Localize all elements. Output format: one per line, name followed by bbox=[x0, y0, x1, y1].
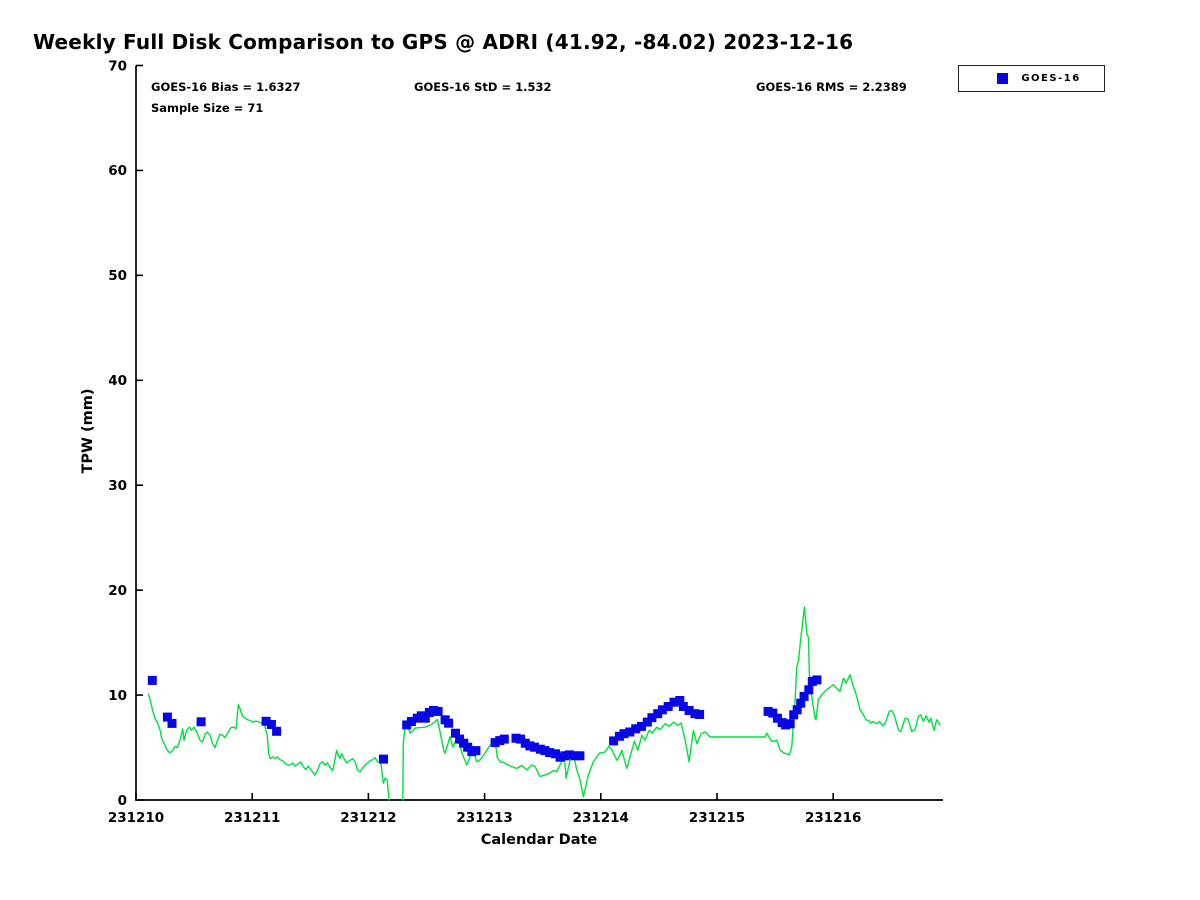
goes16-marker bbox=[669, 697, 679, 707]
goes16-marker bbox=[653, 709, 663, 719]
goes16-marker bbox=[631, 724, 641, 734]
goes16-marker bbox=[690, 709, 700, 719]
goes16-marker bbox=[520, 738, 530, 748]
gps-line-series bbox=[147, 606, 941, 801]
y-axis-label: TPW (mm) bbox=[80, 388, 96, 474]
goes16-marker bbox=[516, 734, 526, 744]
x-axis-tick-label: 231215 bbox=[689, 810, 745, 826]
goes16-marker bbox=[657, 705, 667, 715]
goes16-marker bbox=[560, 751, 570, 761]
gps-line-segment bbox=[402, 606, 941, 801]
goes16-marker bbox=[675, 696, 685, 705]
goes16-marker bbox=[789, 710, 799, 720]
goes16-marker bbox=[763, 706, 773, 716]
goes16-scatter-series bbox=[147, 675, 822, 764]
goes16-marker bbox=[804, 685, 814, 695]
goes16-marker bbox=[575, 751, 585, 761]
goes16-marker bbox=[695, 710, 705, 719]
goes16-marker bbox=[402, 720, 412, 730]
goes16-marker bbox=[551, 749, 560, 759]
stat-bias: GOES-16 Bias = 1.6327 bbox=[151, 80, 301, 94]
goes16-marker bbox=[444, 718, 454, 728]
goes16-marker bbox=[495, 736, 505, 746]
goes16-legend-marker-icon bbox=[997, 73, 1008, 84]
y-axis-tick-label: 60 bbox=[108, 163, 127, 179]
goes16-marker bbox=[609, 736, 619, 746]
goes16-marker bbox=[647, 713, 657, 723]
goes16-marker bbox=[619, 729, 629, 739]
goes16-marker bbox=[663, 702, 673, 711]
goes16-marker bbox=[429, 706, 438, 715]
goes16-marker bbox=[812, 675, 822, 685]
goes16-marker bbox=[162, 712, 172, 722]
goes16-marker bbox=[471, 746, 481, 756]
goes16-marker bbox=[799, 691, 809, 701]
goes16-marker bbox=[570, 751, 580, 761]
stat-rms: GOES-16 RMS = 2.2389 bbox=[756, 80, 907, 94]
goes16-marker bbox=[614, 731, 624, 741]
gps-line-segment bbox=[147, 693, 390, 801]
goes16-marker bbox=[379, 754, 388, 764]
x-axis-tick-label: 231212 bbox=[340, 810, 396, 826]
goes16-marker bbox=[433, 706, 443, 716]
goes16-marker bbox=[684, 706, 694, 715]
goes16-marker bbox=[781, 720, 791, 730]
stat-sample-size: Sample Size = 71 bbox=[151, 101, 264, 115]
goes16-marker bbox=[420, 713, 430, 723]
y-axis-tick-label: 20 bbox=[108, 583, 127, 599]
y-axis-tick-label: 10 bbox=[108, 688, 127, 704]
goes16-marker bbox=[637, 721, 646, 731]
x-axis-tick-label: 231210 bbox=[108, 810, 164, 826]
x-axis-tick-label: 231211 bbox=[224, 810, 280, 826]
goes16-marker bbox=[785, 719, 795, 729]
goes16-marker bbox=[768, 708, 778, 718]
x-axis-label: Calendar Date bbox=[480, 832, 598, 848]
page-title: Weekly Full Disk Comparison to GPS @ ADR… bbox=[33, 30, 854, 54]
y-axis-tick-label: 50 bbox=[108, 268, 127, 284]
x-axis-tick-label: 231216 bbox=[805, 810, 861, 826]
goes16-marker bbox=[540, 746, 550, 756]
goes16-marker bbox=[499, 734, 509, 744]
legend-box: GOES-16 bbox=[958, 65, 1105, 92]
goes16-marker bbox=[792, 705, 802, 715]
goes16-marker bbox=[490, 738, 500, 748]
goes16-marker bbox=[511, 733, 521, 743]
stat-std: GOES-16 StD = 1.532 bbox=[414, 80, 552, 94]
goes16-marker bbox=[406, 717, 416, 726]
goes16-marker bbox=[807, 676, 817, 686]
goes16-marker bbox=[545, 748, 555, 758]
y-axis-tick-label: 40 bbox=[108, 373, 127, 389]
axes-frame bbox=[135, 65, 943, 801]
goes16-marker bbox=[530, 742, 540, 752]
goes16-marker bbox=[272, 726, 282, 736]
x-axis-tick-label: 231214 bbox=[573, 810, 629, 826]
y-axis-tick-label: 0 bbox=[118, 793, 127, 809]
x-axis-tick-label: 231213 bbox=[456, 810, 512, 826]
goes16-marker bbox=[678, 702, 688, 711]
goes16-marker bbox=[642, 717, 652, 727]
goes16-marker bbox=[266, 720, 276, 729]
goes16-marker bbox=[625, 727, 635, 737]
goes16-marker bbox=[196, 717, 206, 727]
goes16-marker bbox=[167, 718, 177, 728]
goes16-marker bbox=[525, 741, 535, 751]
y-axis-tick-label: 70 bbox=[108, 58, 127, 74]
goes16-marker bbox=[555, 752, 565, 762]
y-axis-tick-label: 30 bbox=[108, 478, 127, 494]
goes16-marker bbox=[451, 728, 460, 738]
legend-label: GOES-16 bbox=[1021, 73, 1081, 84]
goes16-marker bbox=[772, 713, 782, 723]
goes16-marker bbox=[147, 675, 157, 685]
goes16-marker bbox=[564, 750, 574, 760]
goes16-marker bbox=[261, 716, 271, 726]
goes16-marker bbox=[535, 744, 545, 754]
goes16-marker bbox=[796, 698, 806, 708]
